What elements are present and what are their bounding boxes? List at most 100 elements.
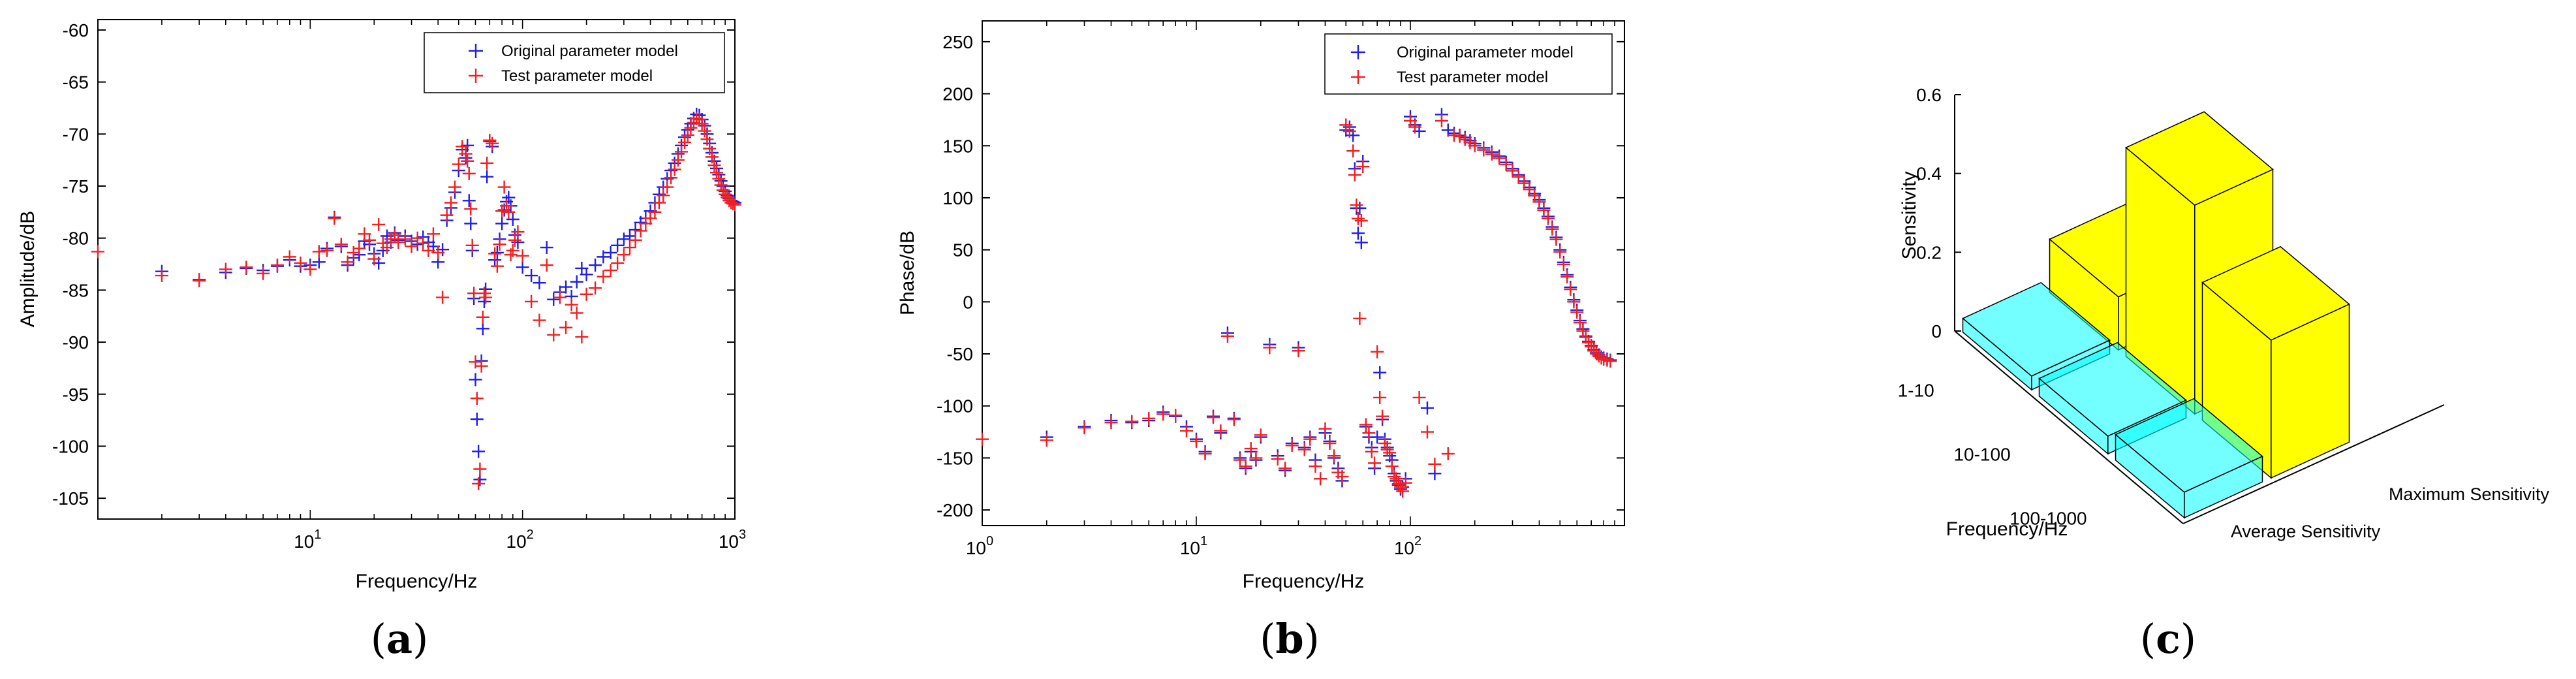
y-axis-label-a: Amplitude/dB [17,211,39,327]
data-point [580,268,593,281]
data-point [334,238,348,251]
legend-marker-original-b [1351,45,1365,59]
data-point [678,136,692,150]
data-point [398,232,412,246]
data-point [1314,472,1327,486]
data-point [1359,418,1373,432]
panel-label-b: (b) [1260,615,1320,663]
data-point [1399,476,1412,490]
data-point [575,330,589,344]
data-point [480,156,494,170]
data-point [1493,151,1506,165]
data-point [1263,341,1277,355]
data-point [1553,245,1567,259]
z-axis-label-c: Sensitivity [1899,171,1920,259]
data-point [1350,198,1363,212]
data-point [470,392,484,405]
data-point [328,212,341,225]
y-tick-label: -60 [63,20,89,40]
data-point [416,236,430,250]
data-point [486,136,499,150]
data-point [1239,460,1252,473]
data-point [611,238,625,252]
data-point [508,233,521,247]
data-point [559,280,573,294]
data-point [525,269,538,283]
data-point [709,166,723,180]
data-point [506,213,520,226]
legend-marker-test-a [469,69,483,83]
data-point [490,246,504,259]
data-point [1362,426,1376,440]
legend-label-test-a: Test parameter model [501,67,653,85]
x-tick-label: 101 [294,528,321,552]
data-point [474,359,488,373]
z-ticks-c: 0 0.2 0.4 0.6 [1916,85,1961,341]
data-point [1570,306,1584,319]
data-point [1279,462,1292,475]
group-label-maximum-c: Maximum Sensitivity [2389,484,2550,504]
x-tick-base: 10 [294,531,314,552]
data-point [703,142,717,155]
data-points-b [976,108,1617,498]
y-tick-label: -100 [52,436,89,456]
data-point [1435,114,1448,128]
group-axis-c [2182,404,2445,524]
data-point [367,252,381,266]
legend-label-original-b: Original parameter model [1397,44,1574,61]
data-point [1532,195,1546,209]
y-axis-b: 250 200 150 100 50 0 -50 -100 -150 -200 [937,32,1624,520]
data-point [1594,351,1608,365]
data-point [675,145,689,159]
data-point [1297,443,1311,456]
data-point [1353,311,1367,325]
legend-label-original-a: Original parameter model [501,42,678,60]
data-point [565,298,578,311]
data-point [303,262,317,276]
data-point [1453,129,1466,143]
panel-letter-c: c [2156,615,2180,663]
x-tick-base: 10 [1180,538,1200,558]
data-point [1604,355,1617,368]
data-point [1549,232,1563,246]
series-1-points [976,114,1617,498]
legend-a: Original parameter model Test parameter … [424,32,725,93]
data-point [1420,425,1434,439]
data-point [553,291,566,304]
data-point [1142,411,1156,425]
x-axis-a: 101 102 103 [97,20,746,552]
data-points-a [91,108,741,490]
data-point [1560,270,1574,284]
data-point [712,172,726,185]
data-point [320,244,334,257]
x-tick-base: 10 [719,531,739,552]
data-point [469,373,482,387]
data-point [456,140,469,153]
x-tick-label: 101 [1180,534,1207,558]
panel-label-c: (c) [2140,615,2196,663]
data-point [617,232,630,246]
legend-label-test-b: Test parameter model [1397,69,1548,86]
data-point [452,157,465,171]
data-point [1214,424,1228,437]
data-point [617,248,630,262]
data-point [440,208,454,222]
category-axis-c [1954,330,2184,524]
data-point [1318,422,1332,435]
data-point [1323,437,1337,450]
y-tick-label: 0 [963,292,973,312]
data-point [700,133,714,146]
data-point [1342,124,1356,138]
data-point [707,159,721,172]
data-point [1351,212,1365,225]
data-point [1389,472,1403,486]
data-point [533,276,546,290]
data-point [480,170,494,183]
data-point [476,322,489,336]
legend-b: Original parameter model Test parameter … [1324,33,1613,95]
data-point [671,153,685,167]
data-point [657,189,670,202]
data-point [1517,176,1531,190]
data-point [1573,316,1587,330]
data-point [1368,456,1382,470]
